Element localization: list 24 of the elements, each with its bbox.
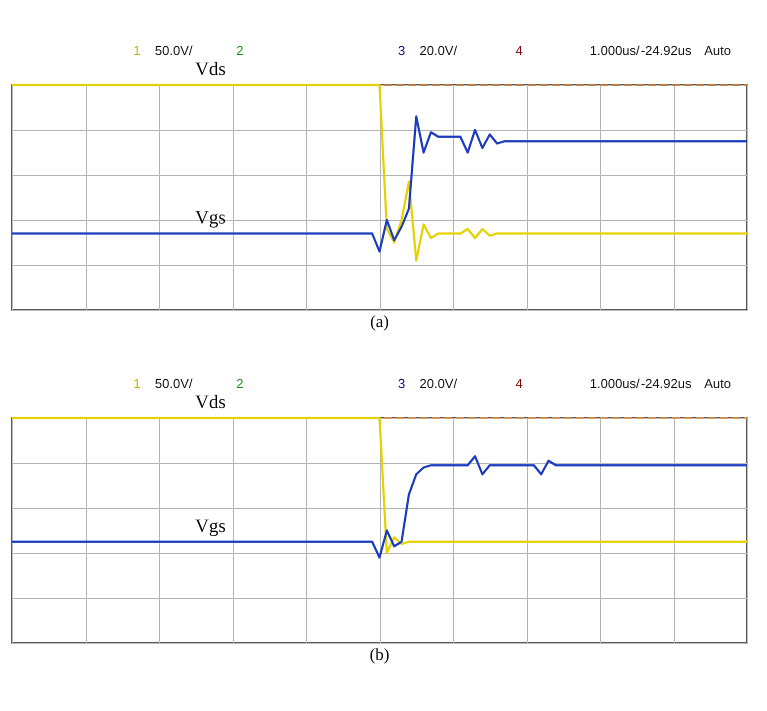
series-label: Vgs (195, 516, 226, 537)
text: 1 (133, 43, 141, 58)
text: 1 (133, 376, 141, 391)
text: 3 (398, 43, 406, 58)
text: 50.0V/ (154, 376, 193, 391)
text: 2 (236, 43, 244, 58)
text: Auto (704, 376, 731, 391)
text: Auto (704, 43, 731, 58)
text: (b) (370, 645, 390, 664)
series-label: Vds (195, 392, 226, 413)
series-label: Vds (195, 59, 226, 80)
text: 4 (516, 376, 523, 391)
text: -24.92us (640, 43, 692, 58)
text: 20.0V/ (420, 376, 458, 391)
text: 2 (236, 376, 244, 391)
text: -24.92us (640, 376, 692, 391)
text: 50.0V/ (154, 43, 193, 58)
text: 3 (398, 376, 406, 391)
text: 4 (516, 43, 523, 58)
text: 1.000us/ (590, 376, 640, 391)
text: 20.0V/ (420, 43, 458, 58)
series-label: Vgs (195, 208, 226, 228)
text: 1.000us/ (590, 43, 640, 58)
text: (a) (370, 312, 389, 331)
